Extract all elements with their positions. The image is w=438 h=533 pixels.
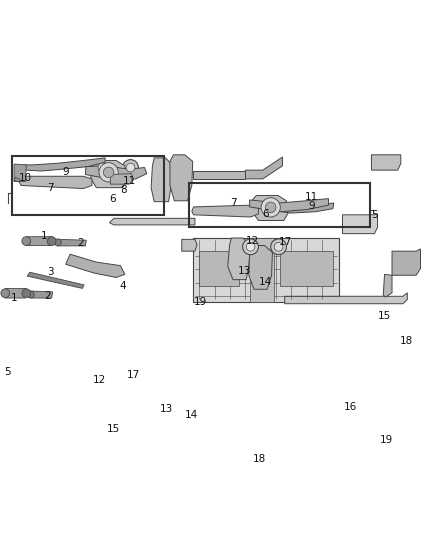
Text: 19: 19 [194,296,207,306]
Text: 19: 19 [380,434,393,445]
Circle shape [271,239,286,255]
Circle shape [99,163,118,182]
Polygon shape [58,239,86,246]
Text: 16: 16 [344,402,357,411]
Bar [189,183,370,227]
Text: 5: 5 [371,210,378,220]
Circle shape [261,198,280,217]
Text: 15: 15 [106,424,120,433]
Polygon shape [193,238,339,302]
Polygon shape [110,174,134,184]
Circle shape [47,237,56,246]
Text: 18: 18 [400,336,413,346]
Polygon shape [371,155,401,170]
Circle shape [246,243,255,251]
Text: 14: 14 [185,409,198,419]
Polygon shape [192,205,258,217]
Text: 11: 11 [304,192,318,203]
Circle shape [27,291,34,298]
Polygon shape [193,171,245,179]
Text: 11: 11 [123,176,136,185]
Polygon shape [272,203,334,213]
Text: 13: 13 [237,266,251,276]
Text: 5: 5 [4,367,11,377]
Polygon shape [392,249,420,275]
Polygon shape [199,251,239,286]
Circle shape [22,289,31,297]
Bar [12,156,164,215]
Text: 10: 10 [19,173,32,183]
Polygon shape [250,238,274,302]
Text: 9: 9 [62,167,69,177]
Text: 1: 1 [11,293,18,303]
Circle shape [54,239,61,246]
Polygon shape [26,237,53,246]
Circle shape [98,163,107,172]
Text: 15: 15 [378,311,391,321]
Polygon shape [170,155,193,201]
Circle shape [126,163,135,172]
Circle shape [265,202,276,213]
Text: 17: 17 [127,370,140,380]
Text: 12: 12 [93,375,106,384]
Circle shape [274,243,283,251]
Circle shape [243,239,258,255]
Text: 13: 13 [160,404,173,414]
Circle shape [123,159,138,175]
Polygon shape [383,274,392,297]
Text: 7: 7 [230,198,237,208]
Text: 6: 6 [262,209,269,219]
Polygon shape [245,157,283,179]
Text: 4: 4 [119,281,126,291]
Text: 2: 2 [77,238,84,248]
Circle shape [95,159,110,175]
Text: 12: 12 [246,236,259,246]
Polygon shape [228,238,251,280]
Polygon shape [343,214,378,233]
Polygon shape [252,196,288,221]
Text: 7: 7 [47,183,54,193]
Polygon shape [110,219,195,225]
Polygon shape [250,199,328,212]
Circle shape [1,289,10,297]
Text: 9: 9 [308,201,315,211]
Text: 2: 2 [44,291,51,301]
Circle shape [103,167,114,177]
Text: 17: 17 [279,237,292,247]
Polygon shape [14,177,19,182]
Polygon shape [24,158,105,171]
Text: 14: 14 [259,277,272,287]
Text: 18: 18 [253,454,266,464]
Circle shape [22,237,31,246]
Polygon shape [182,239,197,251]
Polygon shape [285,293,407,304]
Polygon shape [5,288,26,298]
Text: 6: 6 [110,195,117,205]
Polygon shape [280,251,333,286]
Polygon shape [85,166,147,180]
Text: 1: 1 [40,231,47,241]
Polygon shape [14,164,26,182]
Polygon shape [249,246,272,289]
Polygon shape [19,176,92,189]
Text: 3: 3 [47,266,54,277]
Polygon shape [27,272,84,288]
Text: 8: 8 [120,185,127,195]
Polygon shape [66,254,125,278]
Polygon shape [90,160,127,188]
Polygon shape [31,291,53,298]
Polygon shape [151,158,173,201]
